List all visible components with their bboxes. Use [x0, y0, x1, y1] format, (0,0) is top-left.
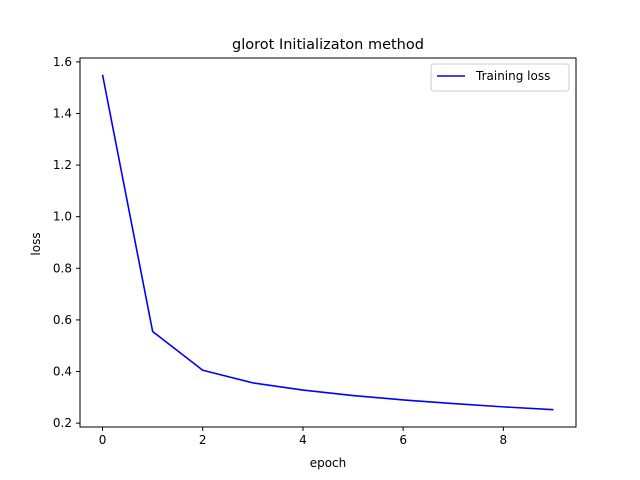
- legend-label-training-loss: Training loss: [475, 69, 550, 83]
- axes-frame: [79, 57, 577, 428]
- x-tick-label: 0: [99, 433, 107, 447]
- y-tick-label: 1.0: [53, 210, 72, 224]
- legend: Training loss: [430, 63, 570, 92]
- x-tick-label: 6: [399, 433, 407, 447]
- y-tick-label: 0.8: [53, 261, 72, 275]
- y-tick-label: 1.4: [53, 106, 72, 120]
- y-tick-label: 0.4: [53, 365, 72, 379]
- legend-frame: [430, 63, 570, 92]
- series-line-0: [101, 74, 554, 411]
- x-tick-label: 2: [199, 433, 207, 447]
- plot-area: 0 2 4 6 8 0.2 0.4 0.6 0.8 1.0 1.2 1.4 1.6: [53, 55, 577, 447]
- y-tick-label: 1.2: [53, 158, 72, 172]
- y-axis-label: loss: [29, 232, 43, 255]
- y-tick-label: 1.6: [53, 55, 72, 69]
- x-tick-label: 8: [500, 433, 508, 447]
- x-tick-label: 4: [299, 433, 307, 447]
- y-tick-label: 0.2: [53, 416, 72, 430]
- x-axis-label: epoch: [310, 456, 347, 470]
- y-tick-label: 0.6: [53, 313, 72, 327]
- chart-title: glorot Initializaton method: [232, 37, 424, 53]
